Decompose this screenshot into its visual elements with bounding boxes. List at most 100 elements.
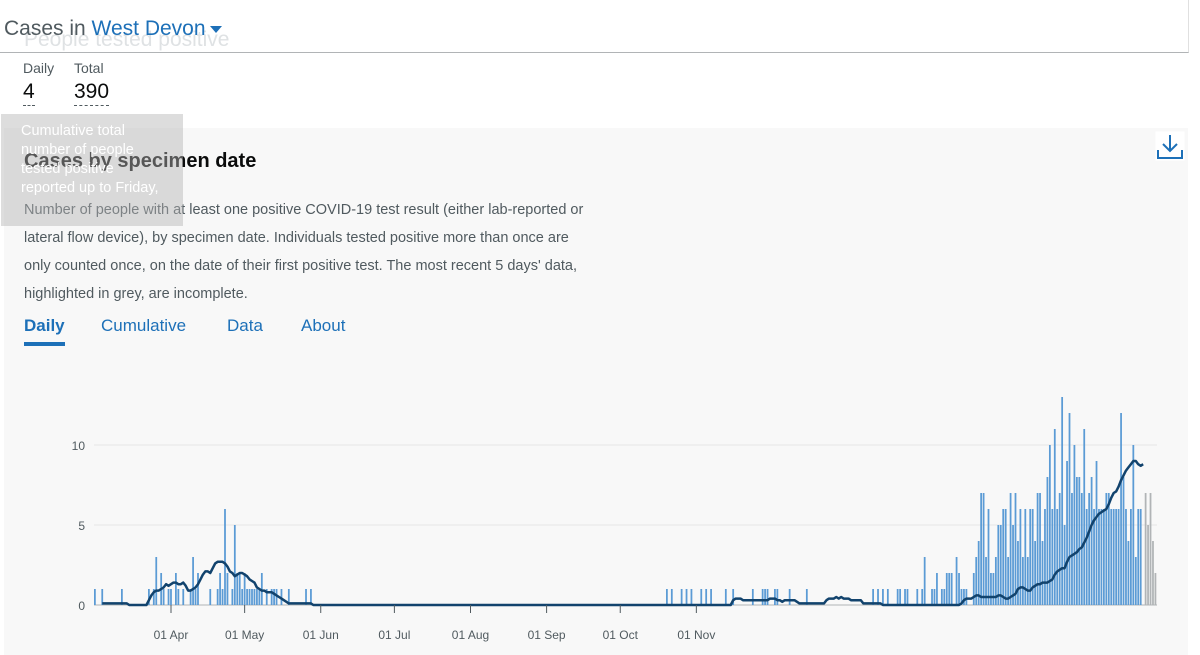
bar[interactable] xyxy=(310,589,312,605)
bar[interactable] xyxy=(265,589,268,605)
bar[interactable] xyxy=(921,589,924,605)
bar[interactable] xyxy=(197,573,199,605)
bar[interactable] xyxy=(977,541,980,605)
bar[interactable] xyxy=(985,557,987,605)
bar[interactable] xyxy=(906,589,909,605)
bar[interactable] xyxy=(1039,493,1041,605)
tab-about[interactable]: About xyxy=(301,316,346,335)
bar[interactable] xyxy=(231,589,234,605)
bar[interactable] xyxy=(999,525,1002,605)
bar[interactable] xyxy=(219,573,221,605)
bar[interactable] xyxy=(1090,477,1093,605)
bar[interactable] xyxy=(1051,509,1054,605)
bar[interactable] xyxy=(975,557,978,605)
bar[interactable] xyxy=(148,589,150,605)
bar[interactable] xyxy=(1115,509,1118,605)
bar[interactable] xyxy=(1021,557,1024,605)
bar[interactable] xyxy=(943,589,946,605)
bar[interactable] xyxy=(1154,573,1157,605)
bar[interactable] xyxy=(1110,509,1113,605)
bar[interactable] xyxy=(1152,541,1154,605)
bar[interactable] xyxy=(1125,509,1127,605)
bar[interactable] xyxy=(724,589,727,605)
bar[interactable] xyxy=(167,589,170,605)
bar[interactable] xyxy=(251,589,253,605)
bar[interactable] xyxy=(192,557,194,605)
bar[interactable] xyxy=(670,589,673,605)
bar[interactable] xyxy=(94,589,96,605)
bar[interactable] xyxy=(899,589,901,605)
bar[interactable] xyxy=(1085,509,1088,605)
bar[interactable] xyxy=(1012,525,1014,605)
bar[interactable] xyxy=(923,557,926,605)
bar[interactable] xyxy=(690,589,693,605)
bar[interactable] xyxy=(776,589,779,605)
bar[interactable] xyxy=(253,589,256,605)
bar[interactable] xyxy=(680,589,683,605)
bar[interactable] xyxy=(258,589,261,605)
bar[interactable] xyxy=(1080,493,1083,605)
area-selector[interactable]: West Devon xyxy=(92,17,222,40)
bar[interactable] xyxy=(766,589,769,605)
bar[interactable] xyxy=(1144,493,1147,605)
bar[interactable] xyxy=(256,589,258,605)
bar[interactable] xyxy=(1149,493,1152,605)
bar[interactable] xyxy=(1026,557,1029,605)
bar[interactable] xyxy=(305,589,307,605)
bar[interactable] xyxy=(958,573,960,605)
bar[interactable] xyxy=(1066,461,1068,605)
bar[interactable] xyxy=(1019,509,1022,605)
bar[interactable] xyxy=(1127,541,1130,605)
bar[interactable] xyxy=(152,589,155,605)
bar[interactable] xyxy=(260,573,263,605)
bar[interactable] xyxy=(1024,509,1027,605)
total-value[interactable]: 390 xyxy=(74,80,110,106)
bar[interactable] xyxy=(236,573,239,605)
bar[interactable] xyxy=(1137,509,1140,605)
bar[interactable] xyxy=(1036,493,1039,605)
bar[interactable] xyxy=(700,589,703,605)
bar[interactable] xyxy=(982,493,985,605)
bar[interactable] xyxy=(666,589,668,605)
bar[interactable] xyxy=(246,589,248,605)
tab-daily[interactable]: Daily xyxy=(24,316,65,346)
bar[interactable] xyxy=(963,589,965,605)
bar[interactable] xyxy=(1130,509,1132,605)
bar[interactable] xyxy=(1004,509,1007,605)
bar[interactable] xyxy=(1031,509,1034,605)
bar[interactable] xyxy=(945,573,948,605)
bar[interactable] xyxy=(1017,541,1019,605)
bar[interactable] xyxy=(243,573,246,605)
bar[interactable] xyxy=(233,525,236,605)
bar[interactable] xyxy=(280,589,283,605)
bar[interactable] xyxy=(933,589,936,605)
bar[interactable] xyxy=(1105,493,1108,605)
bar[interactable] xyxy=(764,589,766,605)
bar[interactable] xyxy=(916,589,919,605)
bar[interactable] xyxy=(226,573,229,605)
bar[interactable] xyxy=(170,589,172,605)
bar[interactable] xyxy=(710,589,712,605)
bar[interactable] xyxy=(940,589,943,605)
bar[interactable] xyxy=(1053,429,1056,605)
bar[interactable] xyxy=(886,589,889,605)
bar[interactable] xyxy=(931,589,933,605)
bar[interactable] xyxy=(936,573,938,605)
bar[interactable] xyxy=(872,589,874,605)
bar[interactable] xyxy=(1048,445,1051,605)
tab-data[interactable]: Data xyxy=(227,316,263,335)
bar[interactable] xyxy=(224,509,226,605)
bar[interactable] xyxy=(960,589,963,605)
bar[interactable] xyxy=(1107,493,1110,605)
bar[interactable] xyxy=(221,589,224,605)
bar[interactable] xyxy=(761,589,764,605)
bar[interactable] xyxy=(1083,429,1086,605)
tab-cumulative[interactable]: Cumulative xyxy=(101,316,187,335)
bar[interactable] xyxy=(162,589,165,605)
bar[interactable] xyxy=(685,589,688,605)
bar[interactable] xyxy=(997,525,1000,605)
bar[interactable] xyxy=(1014,493,1017,605)
bar[interactable] xyxy=(955,557,958,605)
bar[interactable] xyxy=(209,589,212,605)
bar[interactable] xyxy=(1098,509,1100,605)
